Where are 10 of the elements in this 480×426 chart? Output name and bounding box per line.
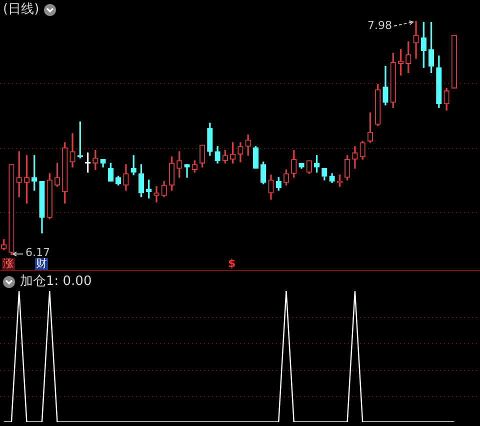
candlestick	[154, 186, 160, 202]
text: $	[227, 257, 237, 270]
text: 涨	[2, 257, 15, 270]
annotation: 6.17	[25, 246, 50, 259]
candlestick	[184, 164, 190, 178]
candlestick	[413, 21, 419, 59]
text: 财	[35, 257, 48, 270]
annotation: 7.98	[368, 18, 392, 32]
chart-title: (日线)	[3, 2, 40, 17]
chart-title: 加仓1: 0.00	[20, 274, 92, 289]
